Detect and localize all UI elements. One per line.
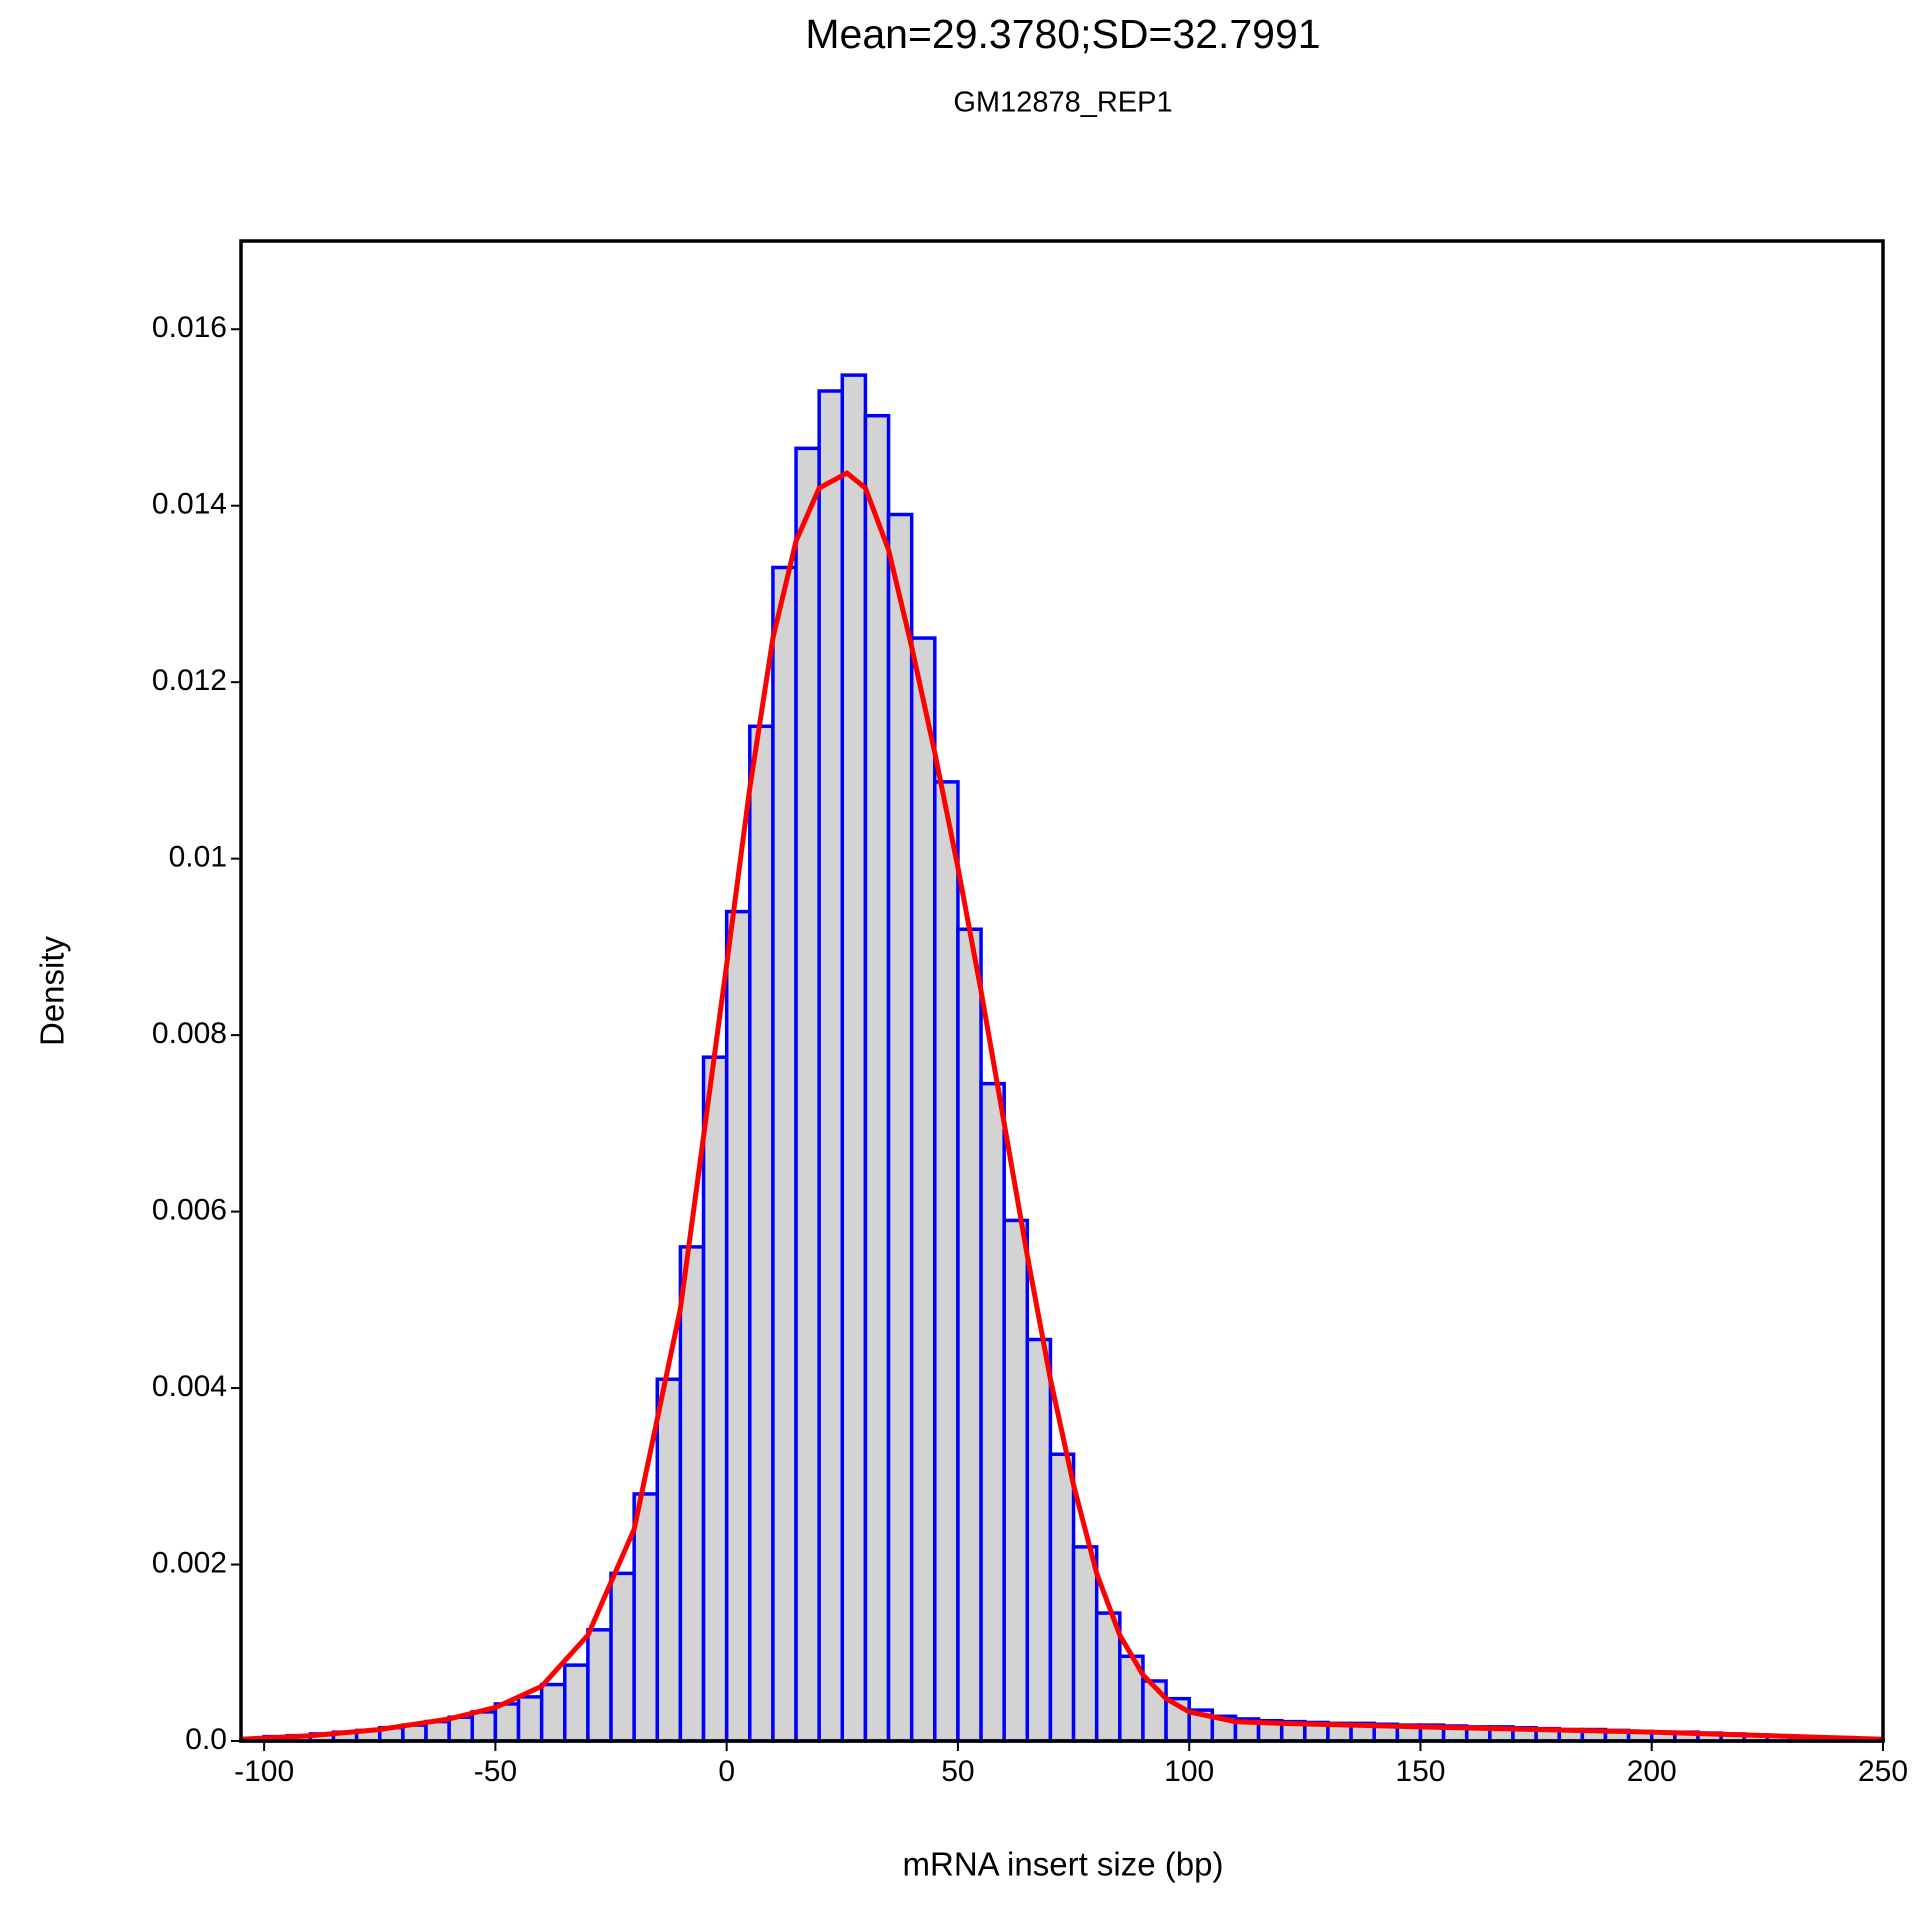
chart-title: Mean=29.3780;SD=32.7991 [805, 11, 1320, 57]
bar [979, 1081, 1006, 1743]
bar [609, 1571, 636, 1743]
bar [1048, 1452, 1076, 1743]
y-tick-label: 0.004 [152, 1370, 227, 1403]
x-tick-label: 150 [1395, 1755, 1445, 1788]
bar [701, 1055, 729, 1743]
bar [655, 1377, 683, 1743]
bar [1071, 1545, 1099, 1743]
y-tick-label: 0.0 [185, 1723, 227, 1756]
x-tick-label: 200 [1627, 1755, 1677, 1788]
bar [909, 636, 937, 1743]
chart-subtitle: GM12878_REP1 [953, 87, 1172, 119]
x-tick-label: 250 [1858, 1755, 1908, 1788]
y-tick-label: 0.016 [152, 311, 227, 344]
y-tick-label: 0.002 [152, 1546, 227, 1579]
bar [563, 1663, 590, 1743]
bar [771, 565, 798, 1743]
bar [956, 927, 983, 1743]
y-tick-label: 0.01 [169, 841, 227, 874]
bar [886, 512, 914, 1743]
bar [470, 1710, 498, 1743]
bar [794, 446, 821, 1743]
bar [724, 909, 752, 1743]
plot-frame [239, 239, 1885, 1743]
bar [1025, 1337, 1053, 1743]
bar [1002, 1218, 1030, 1743]
bar [539, 1682, 567, 1743]
bar [678, 1245, 706, 1743]
bar [493, 1702, 521, 1743]
x-tick-label: 0 [718, 1755, 735, 1788]
bar [748, 724, 775, 1743]
x-tick-label: 100 [1164, 1755, 1214, 1788]
x-tick-label: -50 [474, 1755, 517, 1788]
y-tick-label: 0.006 [152, 1194, 227, 1227]
bar [817, 389, 845, 1743]
x-tick-label: 50 [941, 1755, 974, 1788]
bar [447, 1715, 475, 1743]
y-axis-label: Density [34, 935, 71, 1046]
density-curve [240, 470, 1884, 1742]
x-axis-label: mRNA insert size (bp) [903, 1846, 1224, 1883]
x-tick-label: -100 [234, 1755, 294, 1788]
y-tick-label: 0.008 [152, 1017, 227, 1050]
bar [516, 1695, 544, 1743]
bar [933, 780, 960, 1743]
bar [863, 413, 891, 1743]
y-tick-label: 0.012 [152, 664, 227, 697]
bar [632, 1492, 660, 1743]
bar [424, 1719, 451, 1743]
y-tick-label: 0.014 [152, 488, 227, 521]
bar [840, 373, 868, 1743]
bar [586, 1628, 613, 1743]
